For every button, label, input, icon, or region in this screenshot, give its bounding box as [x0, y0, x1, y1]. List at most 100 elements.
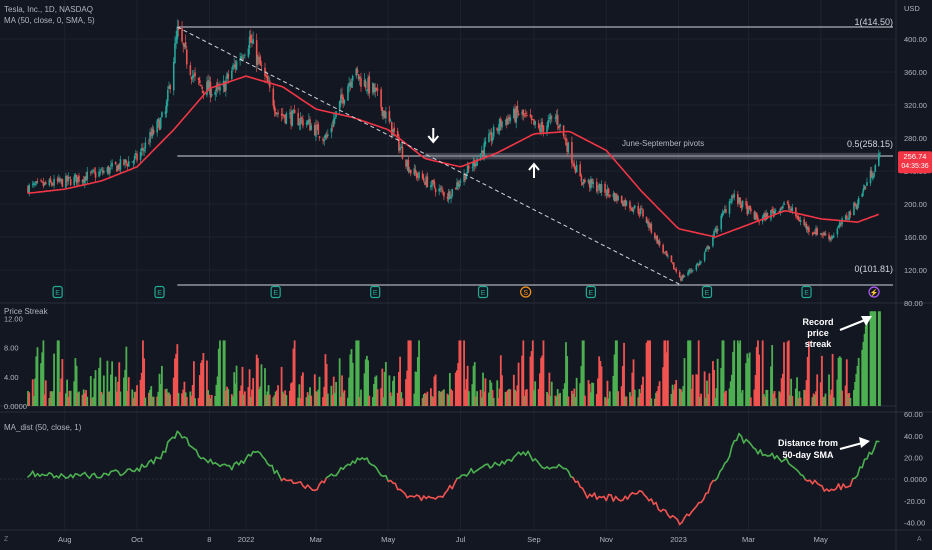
earnings-flag[interactable]: E: [52, 285, 63, 299]
time-axis[interactable]: Aug Oct 8 2022 Mar May Jul Sep Nov 2023 Mar May: [58, 535, 828, 544]
last-price-value: 256.74: [904, 152, 927, 161]
earnings-flag[interactable]: E: [585, 285, 596, 299]
streak-bar: [483, 391, 486, 406]
candle-body: [645, 217, 648, 223]
candle-body: [680, 277, 682, 281]
candle-body: [289, 112, 291, 114]
streak-bar: [439, 392, 442, 406]
earnings-flag[interactable]: E: [154, 285, 165, 299]
ma-distance-segment: [759, 449, 764, 457]
candle-body: [265, 75, 267, 77]
streak-bar: [484, 378, 487, 406]
candle-body: [823, 232, 826, 235]
streak-bar: [672, 389, 675, 406]
candle-body: [656, 235, 659, 244]
streak-bar: [690, 388, 693, 406]
earnings-flag[interactable]: E: [801, 285, 812, 299]
fibonacci-levels[interactable]: [177, 26, 893, 286]
candle-body: [390, 122, 393, 136]
candle-body: [259, 56, 262, 66]
streak-bar: [465, 379, 468, 406]
streak-bar: [464, 389, 467, 406]
candle-body: [639, 208, 642, 214]
candle-body: [268, 80, 271, 88]
symbol-legend[interactable]: Tesla, Inc., 1D, NASDAQ: [4, 5, 93, 14]
streak-legend[interactable]: Price Streak: [4, 307, 49, 316]
candle-body: [255, 40, 258, 65]
streak-bar: [275, 390, 278, 406]
candle-body: [152, 129, 155, 134]
streak-bar: [382, 397, 385, 406]
candle-body: [533, 119, 535, 125]
streak-bar: [621, 366, 624, 406]
timezone-icon[interactable]: Z: [4, 536, 9, 543]
candle-body: [687, 272, 689, 276]
candle-body: [484, 141, 487, 145]
up-arrow-icon[interactable]: [528, 162, 540, 178]
candle-body: [207, 80, 209, 91]
candle-body: [31, 183, 34, 185]
streak-bar: [401, 398, 404, 406]
news-flag[interactable]: ⚡: [868, 286, 880, 298]
candle-body: [40, 180, 42, 182]
streak-bar: [794, 388, 797, 406]
trendline[interactable]: [177, 26, 682, 286]
streak-bar: [650, 398, 653, 406]
candle-body: [607, 188, 610, 194]
streak-bar: [51, 391, 54, 406]
earnings-flag[interactable]: E: [270, 285, 281, 299]
candle-body: [290, 111, 292, 125]
streak-bar: [797, 398, 800, 406]
candle-body: [816, 228, 818, 235]
streak-bar: [862, 341, 865, 406]
streak-bar: [754, 374, 757, 406]
candle-body: [836, 228, 839, 235]
event-flags[interactable]: E E E E E S E E E ⚡: [52, 285, 880, 299]
earnings-flag[interactable]: E: [477, 285, 489, 299]
ma-legend[interactable]: MA (50, close, 0, SMA, 5): [4, 16, 95, 25]
candle-body: [456, 182, 458, 190]
candle-body: [642, 209, 644, 217]
streak-bar: [496, 380, 499, 406]
streak-bar: [322, 397, 324, 406]
streak-bar: [230, 394, 233, 406]
candle-body: [142, 148, 144, 150]
candle-body: [175, 37, 177, 44]
streak-bar: [414, 371, 417, 406]
candle-body: [631, 208, 634, 211]
streak-bar: [201, 360, 204, 406]
streak-bar: [459, 340, 462, 406]
streak-bar: [675, 380, 678, 406]
earnings-flag[interactable]: E: [701, 285, 713, 299]
streak-bar: [232, 396, 234, 406]
candle-body: [605, 193, 608, 195]
streak-bar: [209, 398, 212, 406]
streak-bar: [99, 357, 102, 406]
streak-bar: [624, 396, 627, 406]
candle-body: [819, 233, 822, 235]
streak-bar: [521, 355, 524, 406]
split-flag[interactable]: S: [520, 286, 532, 298]
streak-bar: [142, 340, 144, 406]
streak-bar: [539, 373, 541, 406]
descending-trendline[interactable]: [177, 26, 682, 286]
streak-bar: [27, 390, 29, 406]
pivot-arrows[interactable]: [427, 128, 540, 178]
earnings-flag[interactable]: E: [370, 285, 381, 299]
streak-bar: [812, 393, 815, 406]
candle-body: [67, 176, 70, 181]
madist-tick-label: 0.0000: [904, 475, 927, 484]
streak-bar: [422, 394, 425, 406]
streak-bar: [441, 390, 444, 406]
auto-scale-icon[interactable]: A: [917, 536, 922, 543]
streak-bar: [623, 342, 625, 406]
streak-bar: [118, 362, 121, 406]
streak-bar: [150, 386, 153, 406]
down-arrow-icon[interactable]: [427, 128, 440, 144]
madist-legend[interactable]: MA_dist (50, close, 1): [4, 423, 82, 432]
ma-distance-segment: [728, 445, 733, 458]
candle-body: [688, 269, 691, 273]
streak-bar: [696, 374, 699, 406]
candle-body: [360, 78, 362, 87]
